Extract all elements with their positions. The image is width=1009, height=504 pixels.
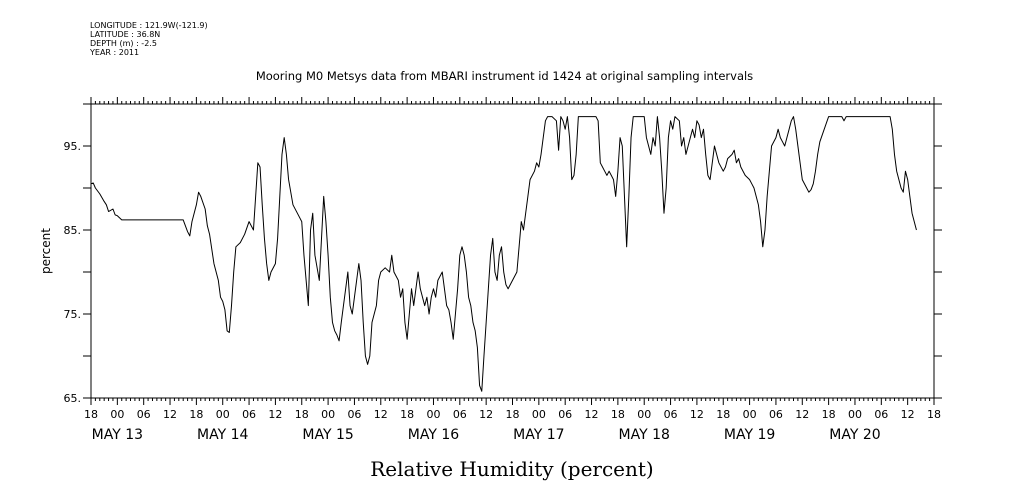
y-axis-label: percent xyxy=(39,228,53,274)
day-label: MAY 15 xyxy=(302,427,353,443)
station-metadata: LONGITUDE : 121.9W(-121.9) LATITUDE : 36… xyxy=(90,21,208,57)
x-tick-label: 06 xyxy=(769,408,783,421)
day-label: MAY 13 xyxy=(92,427,143,443)
y-tick-label: 75. xyxy=(64,308,82,321)
x-tick-label: 12 xyxy=(585,408,599,421)
series-layer xyxy=(90,116,917,392)
day-label: MAY 16 xyxy=(408,427,459,443)
x-tick-label: 12 xyxy=(690,408,704,421)
day-label: MAY 19 xyxy=(724,427,775,443)
x-tick-label: 06 xyxy=(137,408,151,421)
x-tick-label: 18 xyxy=(822,408,836,421)
x-tick-label: 00 xyxy=(426,408,440,421)
x-tick-label: 06 xyxy=(664,408,678,421)
x-tick-label: 06 xyxy=(874,408,888,421)
year-label: YEAR : 2011 xyxy=(90,48,140,57)
x-tick-label: 18 xyxy=(716,408,730,421)
x-tick-label: 06 xyxy=(242,408,256,421)
y-tick-labels: 65. 75. 85. 95. xyxy=(64,140,82,405)
humidity-series-line xyxy=(90,116,917,392)
depth-label: DEPTH (m) : -2.5 xyxy=(90,39,157,48)
day-label: MAY 18 xyxy=(619,427,670,443)
x-tick-label: 06 xyxy=(347,408,361,421)
x-tick-label: 00 xyxy=(532,408,546,421)
x-tick-label: 18 xyxy=(84,408,98,421)
x-tick-label: 00 xyxy=(743,408,757,421)
x-tick-label: 18 xyxy=(400,408,414,421)
x-tick-label: 00 xyxy=(848,408,862,421)
x-tick-label: 18 xyxy=(295,408,309,421)
x-tick-label: 18 xyxy=(189,408,203,421)
y-tick-label: 95. xyxy=(64,140,82,153)
x-tick-label: 00 xyxy=(321,408,335,421)
plot-frame xyxy=(90,103,935,399)
x-tick-label: 12 xyxy=(795,408,809,421)
x-tick-label: 06 xyxy=(558,408,572,421)
x-tick-label: 12 xyxy=(374,408,388,421)
x-tick-label: 12 xyxy=(901,408,915,421)
x-tick-label: 18 xyxy=(611,408,625,421)
latitude-label: LATITUDE : 36.8N xyxy=(90,30,161,39)
x-tick-label: 00 xyxy=(637,408,651,421)
x-tick-label: 06 xyxy=(453,408,467,421)
x-axis-label: Relative Humidity (percent) xyxy=(370,457,653,481)
x-tick-label: 12 xyxy=(163,408,177,421)
x-tick-label: 18 xyxy=(927,408,941,421)
y-tick-label: 85. xyxy=(64,224,82,237)
x-tick-label: 12 xyxy=(268,408,282,421)
day-label: MAY 17 xyxy=(513,427,564,443)
day-label: MAY 20 xyxy=(829,427,880,443)
chart-title: Mooring M0 Metsys data from MBARI instru… xyxy=(255,69,754,83)
x-tick-label: 12 xyxy=(479,408,493,421)
x-tick-label: 18 xyxy=(506,408,520,421)
day-labels: MAY 13 MAY 14 MAY 15 MAY 16 MAY 17 MAY 18 MAY … xyxy=(92,427,881,443)
longitude-label: LONGITUDE : 121.9W(-121.9) xyxy=(90,21,208,30)
x-tick-labels: 18 00 06 12 18 00 06 12 18 00 06 12 18 00 06 12 18 00 06 12… xyxy=(84,408,941,421)
x-tick-label: 00 xyxy=(110,408,124,421)
y-tick-label: 65. xyxy=(64,392,82,405)
day-label: MAY 14 xyxy=(197,427,248,443)
x-tick-label: 00 xyxy=(216,408,230,421)
